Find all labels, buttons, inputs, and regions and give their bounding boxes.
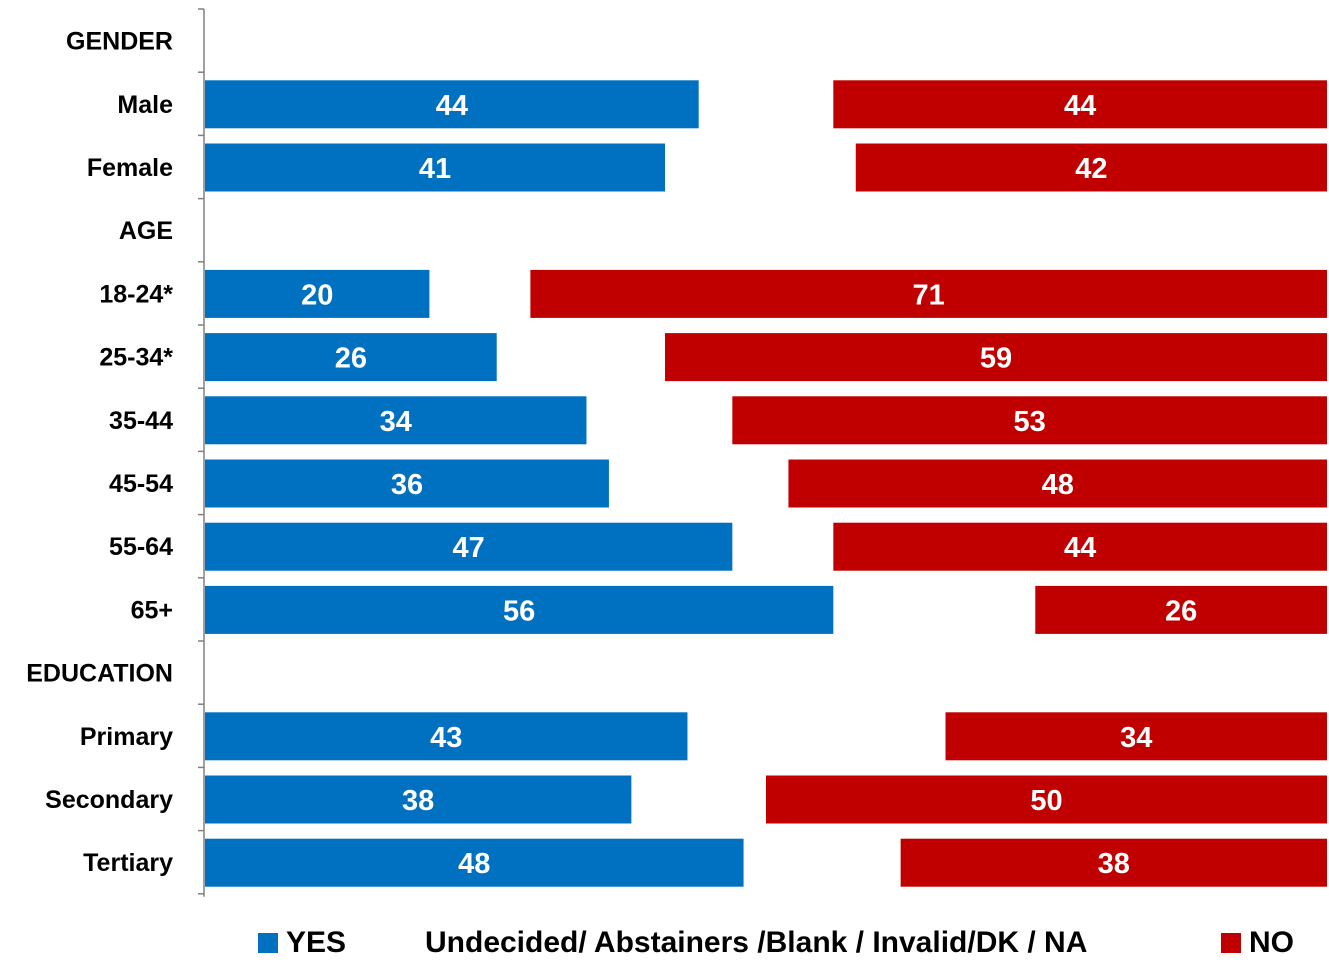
bar-yes bbox=[205, 522, 733, 571]
bar-yes bbox=[205, 333, 497, 382]
bar-label-no: 44 bbox=[1064, 532, 1096, 564]
bar-no bbox=[833, 522, 1327, 571]
bar-label-yes: 26 bbox=[335, 343, 367, 375]
bar-yes bbox=[205, 396, 587, 445]
bar-yes bbox=[205, 712, 688, 761]
bar-yes bbox=[205, 80, 699, 129]
category-label: GENDER bbox=[66, 28, 173, 56]
bar-label-yes: 47 bbox=[453, 532, 485, 564]
legend-label-no: NO bbox=[1249, 926, 1294, 959]
legend-swatch-no bbox=[1221, 933, 1241, 953]
bar-no bbox=[1035, 585, 1327, 634]
category-label: Female bbox=[87, 154, 173, 182]
category-label: 25-34* bbox=[99, 344, 173, 372]
bar-no bbox=[788, 459, 1327, 508]
bar-label-no: 59 bbox=[980, 343, 1012, 375]
bar-no bbox=[665, 333, 1327, 382]
bar-label-no: 50 bbox=[1030, 785, 1062, 817]
legend-item-yes: YES bbox=[258, 926, 346, 960]
bar-label-no: 42 bbox=[1075, 153, 1107, 185]
bar-label-yes: 48 bbox=[458, 848, 490, 880]
category-label: EDUCATION bbox=[26, 660, 173, 688]
bar-label-yes: 38 bbox=[402, 785, 434, 817]
bar-yes bbox=[205, 269, 430, 318]
category-label: AGE bbox=[119, 217, 173, 245]
bar-yes bbox=[205, 459, 609, 508]
category-label: 65+ bbox=[131, 596, 173, 624]
legend-swatch-yes bbox=[258, 933, 278, 953]
category-label: 35-44 bbox=[109, 407, 173, 435]
bar-yes bbox=[205, 838, 744, 887]
category-label: 55-64 bbox=[109, 533, 173, 561]
bar-no bbox=[945, 712, 1327, 761]
bar-yes bbox=[205, 585, 834, 634]
legend-item-undecided: Undecided/ Abstainers /Blank / Invalid/D… bbox=[425, 926, 1087, 960]
legend-item-no: NO bbox=[1221, 926, 1294, 960]
category-label: 45-54 bbox=[109, 470, 173, 498]
bar-label-yes: 56 bbox=[503, 595, 535, 627]
bar-yes bbox=[205, 143, 666, 192]
bar-no bbox=[732, 396, 1327, 445]
bar-label-yes: 36 bbox=[391, 469, 423, 501]
bar-label-yes: 34 bbox=[380, 406, 412, 438]
chart-plot: GENDER Male 44 44 Female 41 42 AGE 18-24* 20 71 25-… bbox=[26, 8, 1327, 897]
bar-no bbox=[530, 269, 1327, 318]
bar-no bbox=[766, 775, 1327, 824]
bar-label-no: 26 bbox=[1165, 595, 1197, 627]
bar-label-yes: 41 bbox=[419, 153, 451, 185]
bar-label-yes: 44 bbox=[436, 90, 468, 122]
bar-label-no: 53 bbox=[1014, 406, 1046, 438]
legend: YES Undecided/ Abstainers /Blank / Inval… bbox=[0, 920, 1329, 966]
bar-label-no: 71 bbox=[913, 279, 945, 311]
bar-label-yes: 43 bbox=[430, 722, 462, 754]
bar-label-no: 48 bbox=[1042, 469, 1074, 501]
category-label: Tertiary bbox=[83, 849, 173, 877]
bar-yes bbox=[205, 775, 632, 824]
bar-no bbox=[833, 80, 1327, 129]
bar-label-no: 38 bbox=[1098, 848, 1130, 880]
bar-label-yes: 20 bbox=[301, 279, 333, 311]
category-label: 18-24* bbox=[99, 280, 173, 308]
bar-no bbox=[900, 838, 1327, 887]
bar-label-no: 44 bbox=[1064, 90, 1096, 122]
category-label: Primary bbox=[80, 723, 173, 751]
legend-label-yes: YES bbox=[286, 926, 347, 959]
category-label: Male bbox=[117, 91, 173, 119]
bar-label-no: 34 bbox=[1120, 722, 1152, 754]
bar-no bbox=[855, 143, 1327, 192]
category-label: Secondary bbox=[45, 786, 173, 814]
legend-label-undecided: Undecided/ Abstainers /Blank / Invalid/D… bbox=[425, 926, 1088, 959]
